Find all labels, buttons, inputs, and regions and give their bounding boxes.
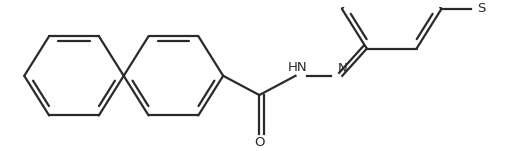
Text: S: S — [476, 2, 484, 14]
Text: N: N — [337, 62, 346, 75]
Text: HN: HN — [287, 61, 307, 74]
Text: O: O — [254, 136, 264, 149]
